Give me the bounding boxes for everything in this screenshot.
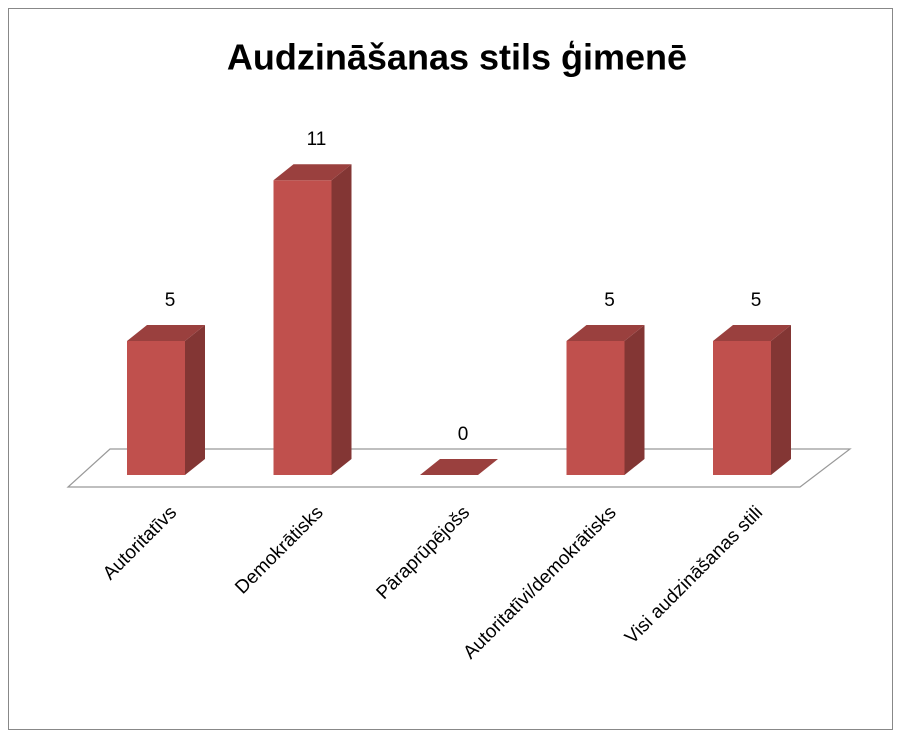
bar <box>127 325 205 475</box>
bar-side <box>624 325 645 475</box>
bar-top <box>566 325 645 341</box>
bar-side <box>185 325 205 475</box>
value-label: 0 <box>458 424 469 445</box>
bar-front <box>713 341 771 475</box>
value-label: 5 <box>604 290 615 311</box>
bar-top <box>420 459 498 475</box>
bar-front <box>273 180 332 475</box>
bar-top <box>713 325 791 341</box>
bar-side <box>771 325 791 475</box>
bar <box>273 164 352 475</box>
bar-top <box>273 164 352 181</box>
bar-top <box>127 325 205 341</box>
bar-front <box>566 341 625 475</box>
value-label: 11 <box>307 129 327 150</box>
value-label: 5 <box>165 290 176 311</box>
bar <box>420 459 498 475</box>
bar-front <box>127 341 185 475</box>
value-label: 5 <box>751 290 762 311</box>
bar <box>566 325 645 475</box>
chart-title: Audzināšanas stils ģimenē <box>227 37 687 78</box>
bar-side <box>331 164 352 475</box>
bar <box>713 325 791 475</box>
